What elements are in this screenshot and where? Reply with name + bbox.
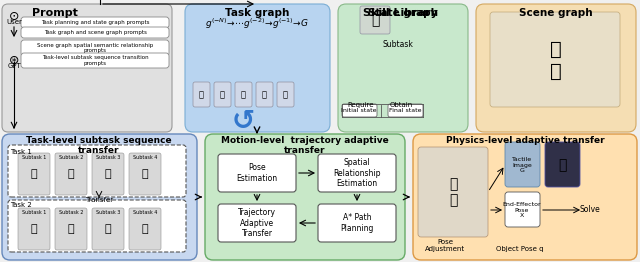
FancyBboxPatch shape — [214, 82, 231, 107]
Text: User: User — [6, 19, 22, 25]
Text: $g^{(-N)}\!\rightarrow\!\cdots g^{(-2)}\!\rightarrow\! g^{(-1)}\!\rightarrow\!G$: $g^{(-N)}\!\rightarrow\!\cdots g^{(-2)}\… — [205, 17, 309, 31]
Text: Task-level subtask sequence transition
prompts: Task-level subtask sequence transition p… — [42, 55, 148, 66]
FancyBboxPatch shape — [185, 4, 330, 132]
Text: 🤖: 🤖 — [141, 224, 148, 234]
Text: Subtask 1: Subtask 1 — [22, 155, 46, 160]
Text: 🤖: 🤖 — [241, 90, 246, 100]
Text: 🤖: 🤖 — [105, 224, 111, 234]
Text: Scene graph spatial semantic relationship
prompts: Scene graph spatial semantic relationshi… — [37, 43, 153, 53]
FancyBboxPatch shape — [490, 12, 620, 107]
FancyBboxPatch shape — [2, 134, 197, 260]
Text: Task 1: Task 1 — [10, 149, 32, 155]
Text: Spatial
Relationship
Estimation: Spatial Relationship Estimation — [333, 158, 381, 188]
FancyBboxPatch shape — [277, 82, 294, 107]
FancyBboxPatch shape — [413, 134, 637, 260]
Text: Subtask 1: Subtask 1 — [22, 210, 46, 215]
FancyBboxPatch shape — [476, 4, 636, 132]
Text: ⊙: ⊙ — [9, 10, 19, 23]
Text: Task 2: Task 2 — [10, 202, 32, 208]
Text: 📷: 📷 — [558, 158, 566, 172]
FancyBboxPatch shape — [545, 142, 580, 187]
Text: Subtask: Subtask — [383, 40, 413, 49]
Text: Final state: Final state — [388, 108, 421, 113]
Text: Pose
Adjustment: Pose Adjustment — [425, 239, 465, 252]
FancyBboxPatch shape — [21, 27, 169, 38]
Text: Obtain: Obtain — [389, 102, 413, 108]
Text: ↺: ↺ — [232, 107, 255, 135]
Text: Transfer: Transfer — [85, 197, 113, 203]
Text: 🦾
📦: 🦾 📦 — [550, 40, 562, 80]
FancyBboxPatch shape — [338, 4, 468, 132]
Text: Tactile
Image
G: Tactile Image G — [512, 157, 532, 173]
Text: 🤖: 🤖 — [283, 90, 288, 100]
Text: Scene graph: Scene graph — [519, 8, 593, 18]
Text: 🤖: 🤖 — [105, 169, 111, 179]
Text: End-Effector
Pose
X: End-Effector Pose X — [502, 202, 541, 218]
Text: Task planning and state graph prompts: Task planning and state graph prompts — [41, 20, 149, 25]
FancyBboxPatch shape — [342, 104, 377, 117]
FancyBboxPatch shape — [55, 153, 87, 195]
FancyBboxPatch shape — [2, 4, 172, 132]
Text: Task graph and scene graph prompts: Task graph and scene graph prompts — [44, 30, 147, 35]
Text: Pose
Estimation: Pose Estimation — [236, 163, 278, 183]
Text: Trajectory
Adaptive
Transfer: Trajectory Adaptive Transfer — [238, 208, 276, 238]
Text: 🤖: 🤖 — [31, 169, 37, 179]
Text: 🤖: 🤖 — [199, 90, 204, 100]
FancyBboxPatch shape — [21, 40, 169, 56]
Text: 🧍
🦾: 🧍 🦾 — [449, 177, 457, 207]
FancyBboxPatch shape — [418, 147, 488, 237]
FancyBboxPatch shape — [8, 200, 186, 252]
Text: Subtask 2: Subtask 2 — [59, 210, 83, 215]
FancyBboxPatch shape — [18, 153, 50, 195]
FancyBboxPatch shape — [8, 145, 186, 197]
FancyBboxPatch shape — [21, 53, 169, 68]
FancyBboxPatch shape — [318, 204, 396, 242]
FancyBboxPatch shape — [218, 154, 296, 192]
Text: 🤖: 🤖 — [68, 169, 74, 179]
Text: 🤖: 🤖 — [371, 13, 379, 27]
Text: Subtask 2: Subtask 2 — [59, 155, 83, 160]
Text: 🤖: 🤖 — [68, 224, 74, 234]
Text: Initial state: Initial state — [341, 108, 377, 113]
Text: 🤖: 🤖 — [31, 224, 37, 234]
FancyBboxPatch shape — [388, 104, 423, 117]
FancyBboxPatch shape — [505, 192, 540, 227]
Text: Subtask 3: Subtask 3 — [96, 155, 120, 160]
Text: Solve: Solve — [580, 205, 600, 215]
FancyBboxPatch shape — [318, 154, 396, 192]
Text: GPT: GPT — [7, 63, 21, 69]
Text: ⊛: ⊛ — [9, 54, 19, 67]
FancyBboxPatch shape — [92, 153, 124, 195]
Text: Subtask 4: Subtask 4 — [133, 210, 157, 215]
FancyBboxPatch shape — [55, 208, 87, 250]
FancyBboxPatch shape — [505, 142, 540, 187]
FancyBboxPatch shape — [218, 204, 296, 242]
FancyBboxPatch shape — [256, 82, 273, 107]
FancyBboxPatch shape — [129, 153, 161, 195]
Text: Subtask 3: Subtask 3 — [96, 210, 120, 215]
Text: A* Path
Planning: A* Path Planning — [340, 213, 374, 233]
FancyBboxPatch shape — [235, 82, 252, 107]
Text: 🤖: 🤖 — [141, 169, 148, 179]
Text: Physics-level adaptive transfer: Physics-level adaptive transfer — [445, 136, 604, 145]
Text: 🤖: 🤖 — [262, 90, 267, 100]
FancyBboxPatch shape — [18, 208, 50, 250]
Text: Motion-level  trajectory adaptive
transfer: Motion-level trajectory adaptive transfe… — [221, 136, 389, 155]
Text: Task graph: Task graph — [225, 8, 289, 18]
Text: Task-level subtask sequence
transfer: Task-level subtask sequence transfer — [26, 136, 172, 155]
Text: Skill Library: Skill Library — [363, 8, 437, 18]
Text: Object Pose q: Object Pose q — [496, 246, 544, 252]
Text: 🤖: 🤖 — [220, 90, 225, 100]
Text: Require: Require — [348, 102, 374, 108]
Text: Prompt: Prompt — [32, 8, 78, 18]
Text: Subtask 4: Subtask 4 — [133, 155, 157, 160]
Text: State graph: State graph — [368, 8, 438, 18]
FancyBboxPatch shape — [205, 134, 405, 260]
FancyBboxPatch shape — [21, 17, 169, 28]
FancyBboxPatch shape — [92, 208, 124, 250]
FancyBboxPatch shape — [360, 6, 390, 34]
FancyBboxPatch shape — [129, 208, 161, 250]
FancyBboxPatch shape — [193, 82, 210, 107]
